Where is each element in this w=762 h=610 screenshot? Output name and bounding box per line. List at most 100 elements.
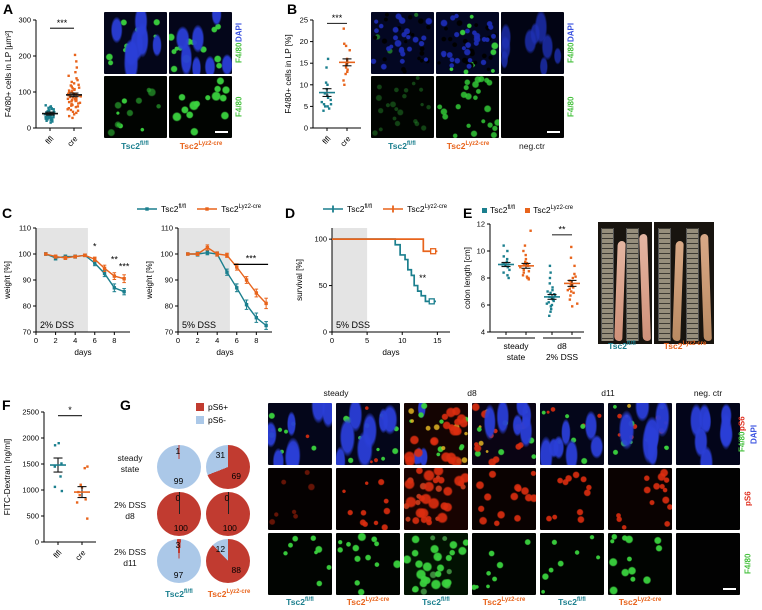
group-label-cre: Tsc2Lyz2-cre [533, 205, 574, 215]
pie-cre-row0: 31 69 [206, 445, 250, 489]
image-column-label: Tsc2Lyz2-cre [607, 597, 673, 607]
svg-text:0: 0 [330, 336, 334, 345]
stain-label-f480-ps6: F4/80 pS6 [737, 416, 747, 452]
legend-swatch [137, 207, 157, 211]
panel-letter-e: E [463, 205, 473, 221]
microscopy-tile-gM2 [336, 403, 400, 465]
stain-label-f480: F4/80 [234, 96, 244, 118]
pie-row-label: 2% DSS d8 [113, 500, 147, 521]
group-label-flfl: Tsc2fl/fl [161, 204, 187, 214]
svg-text:*: * [93, 241, 97, 251]
panel-letter-c: C [2, 205, 13, 221]
legend-pie-ps6: pS6+ pS6- [196, 402, 228, 428]
colon-specimen [614, 241, 626, 342]
microscopy-tile-rM [608, 468, 672, 530]
group-label-flfl: Tsc2fl/fl [422, 597, 450, 607]
legend-colon-length: Tsc2fl/fl Tsc2Lyz2-cre [482, 205, 573, 215]
pie-row-label: 2% DSS d11 [113, 547, 147, 568]
svg-text:10: 10 [477, 247, 485, 256]
microscopy-tile-black [676, 533, 740, 595]
pie-value-majority: 88 [231, 564, 241, 575]
image-column-label: Tsc2Lyz2-cre [433, 141, 503, 151]
ruler [658, 228, 672, 341]
svg-text:weight [%]: weight [%] [3, 261, 12, 300]
legend-item-flfl: Tsc2fl/fl [322, 204, 372, 214]
svg-text:2000: 2000 [22, 434, 39, 443]
svg-text:***: *** [332, 13, 343, 23]
panel-letter-b: B [287, 1, 298, 17]
legend-item-cre: Tsc2Lyz2-cre [196, 204, 261, 214]
colon-specimen [672, 241, 685, 342]
svg-text:10: 10 [398, 336, 406, 345]
scale-bar [723, 587, 736, 590]
group-label-cre: Tsc2Lyz2-cre [618, 597, 662, 607]
pie-value-minority: 3 [175, 539, 181, 550]
microscopy-tile-gMd [336, 533, 400, 595]
microscopy-tile-rF [268, 468, 332, 530]
svg-text:25: 25 [300, 16, 308, 25]
colon-photo-flfl [598, 222, 652, 344]
legend-item-cre: Tsc2Lyz2-cre [382, 204, 447, 214]
group-label-flfl: Tsc2fl/fl [165, 589, 193, 599]
colon-specimen [699, 234, 712, 342]
scale-bar [215, 130, 228, 133]
svg-text:5% DSS: 5% DSS [336, 320, 370, 330]
stain-label-f480-dapi: F4/80 DAPI [566, 23, 576, 63]
legend-swatch [323, 205, 343, 213]
svg-text:100: 100 [18, 88, 31, 97]
svg-text:0: 0 [176, 336, 180, 345]
svg-text:2: 2 [53, 336, 57, 345]
svg-text:80: 80 [23, 302, 31, 311]
svg-text:FITC-Dextran [ng/ml]: FITC-Dextran [ng/ml] [3, 439, 12, 515]
pie-value-minority: 0 [175, 492, 181, 503]
microscopy-tile-aM1 [104, 12, 167, 74]
group-label-flfl: Tsc2fl/fl [286, 597, 314, 607]
photo-label-flfl: Tsc2fl/fl [592, 341, 652, 351]
svg-text:10: 10 [300, 80, 308, 89]
svg-text:110: 110 [19, 224, 31, 233]
group-label-cre: Tsc2Lyz2-cre [663, 341, 707, 351]
chart-weight-5pct-dss: 70 80 90 100 110 weight [%] 0 2 4 6 8 days 5% DSS *** [145, 224, 272, 357]
svg-text:1000: 1000 [22, 486, 39, 495]
microscopy-tile-black [676, 468, 740, 530]
svg-text:**: ** [558, 224, 566, 234]
svg-text:d8: d8 [557, 341, 567, 351]
svg-text:***: *** [57, 18, 68, 28]
pie-value-majority: 97 [173, 569, 184, 580]
microscopy-tile-aM2 [169, 12, 232, 74]
pie-flfl-row2: 3 97 [157, 539, 201, 583]
condition-header: d11 [601, 388, 615, 398]
stain-label-f480: F4/80 [566, 96, 576, 118]
svg-text:70: 70 [23, 328, 31, 337]
svg-text:50: 50 [319, 281, 327, 290]
svg-text:15: 15 [433, 336, 441, 345]
svg-text:100: 100 [160, 250, 173, 259]
svg-text:6: 6 [93, 336, 97, 345]
condition-header: steady [323, 388, 349, 398]
microscopy-tile-gS [268, 533, 332, 595]
pie-flfl-row1: 0 100 [157, 492, 201, 536]
pie-cre-row2: 12 88 [206, 539, 250, 583]
svg-text:state: state [507, 352, 526, 362]
microscopy-tile-gS [472, 533, 536, 595]
image-column-label: neg.ctr [519, 141, 545, 151]
microscopy-tile-bG2 [436, 76, 499, 138]
pie-legend-item: pS6- [196, 415, 228, 425]
svg-text:90: 90 [23, 276, 31, 285]
svg-text:500: 500 [26, 512, 39, 521]
pie-col-label-cre: Tsc2Lyz2-cre [196, 589, 262, 599]
microscopy-tile-gD8a [404, 403, 468, 465]
image-column-label: Tsc2fl/fl [267, 597, 333, 607]
microscopy-tile-rM [472, 468, 536, 530]
svg-text:survival [%]: survival [%] [295, 259, 304, 301]
svg-text:0: 0 [304, 124, 308, 133]
group-label-cre: Tsc2Lyz2-cre [346, 597, 390, 607]
microscopy-tile-rD [404, 468, 468, 530]
svg-text:0: 0 [35, 538, 39, 547]
microscopy-tile-gBlue [676, 403, 740, 465]
svg-text:200: 200 [18, 52, 31, 61]
colon-photo-cre [654, 222, 714, 344]
pie-row-label: steady state [117, 453, 143, 474]
group-label-cre: Tsc2Lyz2-cre [482, 597, 526, 607]
